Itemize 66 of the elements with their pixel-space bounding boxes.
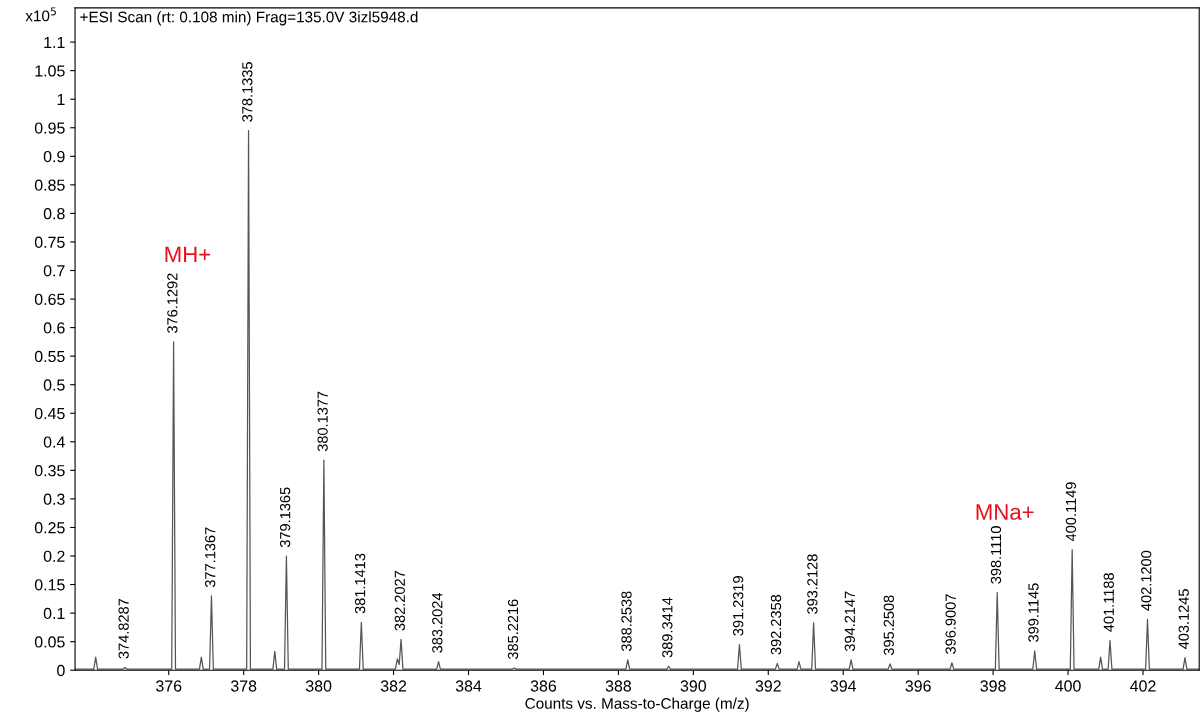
- y-tick-label: 0.8: [43, 208, 65, 220]
- annotation: 395.2508: [883, 595, 894, 656]
- y-tick-label: 0.85: [34, 179, 65, 191]
- x-tick-label: 398: [980, 680, 1006, 692]
- x-tick-label: 396: [905, 680, 931, 692]
- y-tick-label: 0.75: [34, 236, 65, 248]
- x-tick-label: 378: [230, 680, 257, 692]
- annotation: 401.1188: [1103, 573, 1114, 632]
- y-tick-label: 0.7: [43, 265, 65, 277]
- x-tick-label: 384: [455, 680, 482, 692]
- y-tick-label: 0.2: [43, 550, 65, 562]
- y-tick-label: 0.65: [34, 293, 65, 306]
- y-tick-label: 0.6: [43, 322, 65, 334]
- annotation: 381.1413: [354, 553, 366, 614]
- x-tick-label: 390: [680, 680, 707, 692]
- y-tick-label: 0.4: [43, 436, 65, 448]
- annotation: 402.1200: [1141, 550, 1152, 611]
- x-tick-label: 402: [1130, 680, 1156, 692]
- annotation: 396.9007: [945, 594, 956, 654]
- annotation: MH+: [165, 246, 211, 262]
- annotation: 378.1335: [242, 62, 253, 122]
- annotation: 394.2147: [844, 591, 856, 652]
- x-tick-label: 400: [1055, 680, 1081, 692]
- x-tick-label: 380: [305, 680, 332, 692]
- annotation: 393.2128: [807, 554, 818, 614]
- x-tick-label: 394: [830, 680, 857, 692]
- x-tick-label: 376: [156, 680, 182, 692]
- y-tick-label: 0.55: [34, 350, 65, 363]
- x-tick-label: 392: [755, 680, 781, 692]
- annotation: 388.2538: [621, 591, 632, 652]
- y-tick-label: 0: [57, 664, 65, 677]
- y-axis-title: x10$^{5}$: [25, 7, 56, 22]
- y-tick-label: 0.3: [43, 493, 65, 505]
- y-tick-label: 1: [57, 94, 65, 105]
- annotation: 383.2024: [432, 592, 443, 653]
- chart-title: +ESI Scan (rt: 0.108 min) Frag=135.0V 3izl5948.d: [80, 11, 418, 26]
- annotation: 400.1149: [1065, 482, 1077, 542]
- x-tick-label: 386: [530, 680, 557, 692]
- y-tick-label: 0.35: [34, 465, 65, 477]
- annotation: 391.2319: [733, 576, 744, 636]
- x-tick-label: 382: [380, 680, 407, 692]
- annotation: 385.2216: [507, 599, 519, 660]
- annotation: 382.2027: [394, 570, 405, 631]
- annotation: 374.8287: [118, 598, 129, 659]
- y-tick-label: 0.95: [34, 122, 65, 134]
- annotation: 389.3414: [662, 597, 673, 658]
- y-tick-label: 0.05: [34, 636, 65, 648]
- y-tick-label: 0.9: [43, 150, 65, 163]
- annotation: MNa+: [976, 504, 1034, 520]
- annotation: 380.1377: [317, 391, 328, 452]
- annotation: 377.1367: [205, 527, 216, 588]
- annotation: 398.1110: [990, 526, 1002, 584]
- annotation: 403.1245: [1178, 589, 1189, 649]
- y-tick-label: 1.05: [35, 65, 65, 77]
- annotation: 399.1145: [1028, 583, 1039, 642]
- y-tick-label: 0.5: [43, 379, 65, 391]
- annotation: 379.1365: [279, 487, 291, 548]
- y-tick-label: 0.1: [43, 607, 65, 620]
- y-tick-label: 0.45: [34, 407, 65, 420]
- x-tick-label: 388: [605, 680, 632, 692]
- annotation: 376.1292: [167, 273, 178, 333]
- annotation: 392.2358: [770, 594, 782, 655]
- y-tick-label: 0.15: [34, 579, 65, 591]
- x-axis-title: Counts vs. Mass-to-Charge (m/z): [525, 697, 749, 712]
- y-tick-label: 1.1: [44, 36, 65, 48]
- y-tick-label: 0.25: [34, 522, 65, 534]
